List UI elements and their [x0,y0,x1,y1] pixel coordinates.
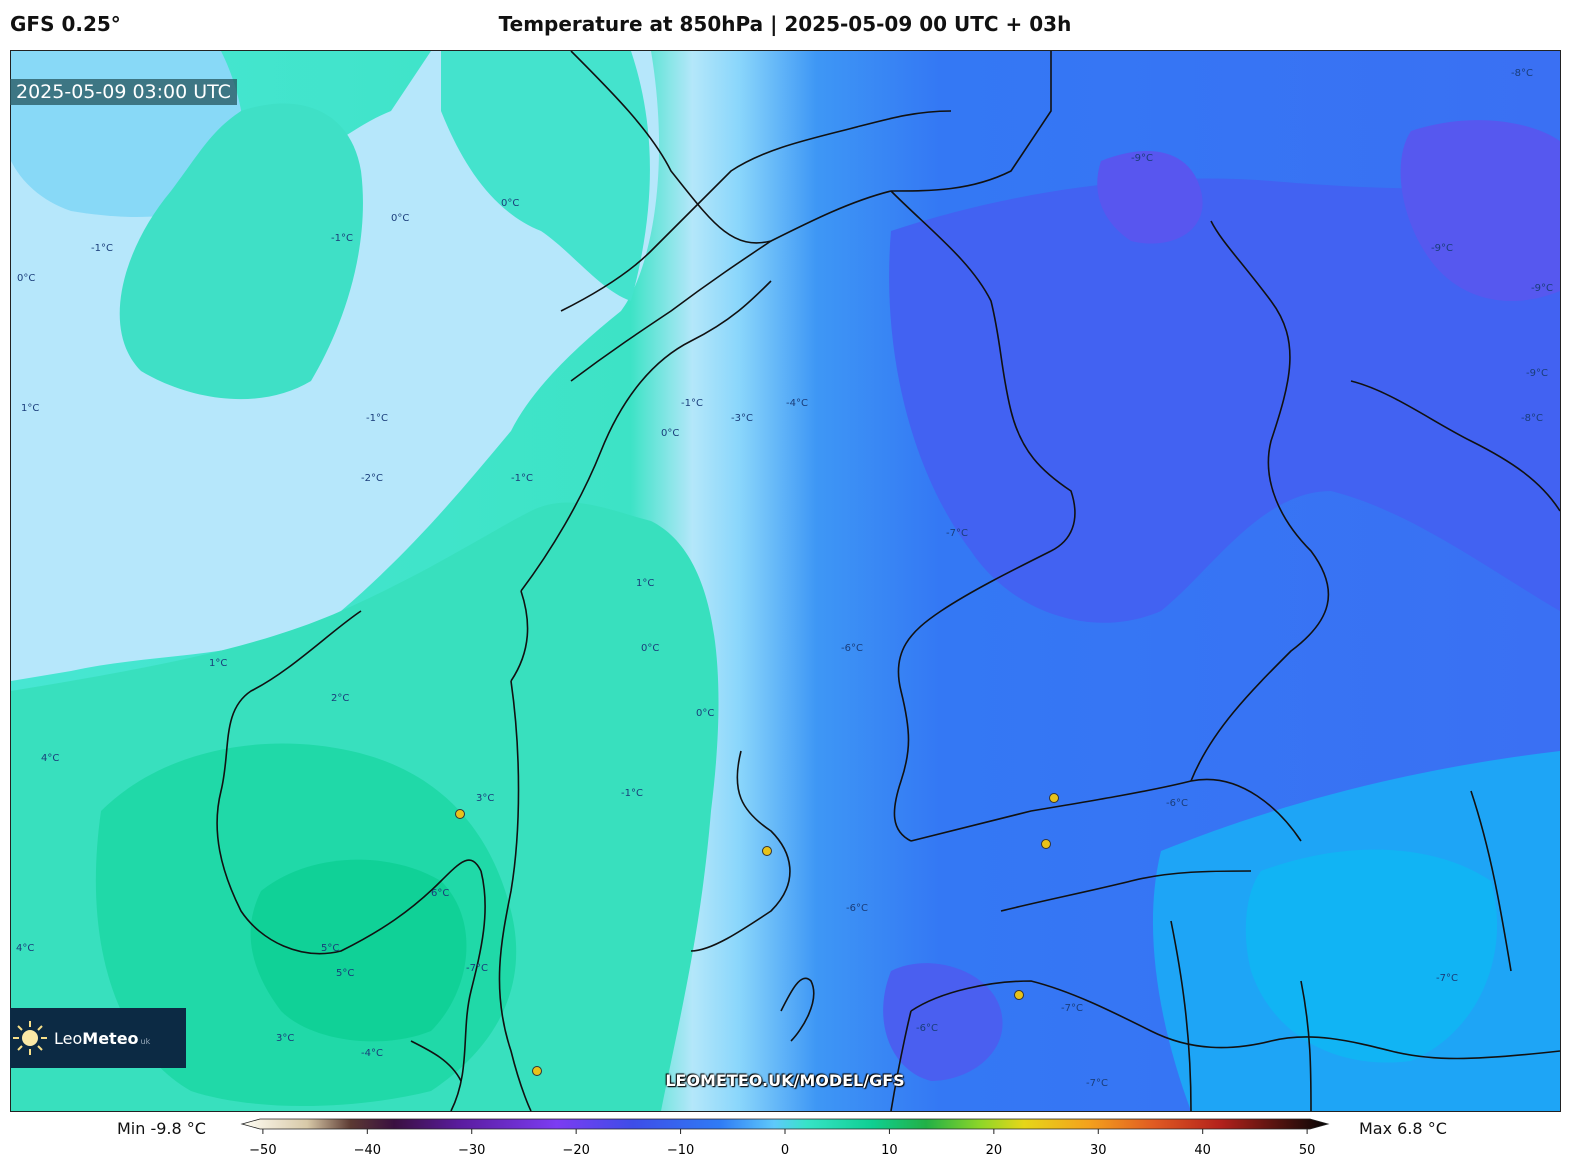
contour-label: -6°C [1166,798,1188,809]
contour-label: -4°C [786,398,808,409]
contour-label: 0°C [641,643,659,654]
contour-label: -1°C [366,413,388,424]
coastlines [216,51,1560,1111]
contour-label: -3°C [731,413,753,424]
contour-label: 0°C [501,198,519,209]
colorbar-tick-label: −50 [249,1143,276,1158]
contour-label: 3°C [276,1033,294,1044]
contour-label: -9°C [1531,283,1553,294]
contour-label: -8°C [1521,413,1543,424]
logo-text: LeoMeteo [54,1028,139,1048]
city-marker [1041,839,1051,849]
contour-label: 1°C [636,578,654,589]
leometeo-logo: LeoMeteo uk [10,1008,186,1068]
coldest-spot-2 [1400,120,1560,301]
city-markers [455,793,1059,1076]
source-watermark: LEOMETEO.UK/MODEL/GFS [665,1071,905,1090]
contour-label: -1°C [511,473,533,484]
contour-label: 5°C [336,968,354,979]
warm-patch-north [119,103,363,400]
contour-label: -6°C [841,643,863,654]
city-marker [1014,990,1024,1000]
warm-zone-north [441,51,650,301]
cool-patch-se [1245,849,1498,1063]
model-label: GFS 0.25° [10,12,121,36]
contour-label: -7°C [1436,973,1458,984]
contour-label: 1°C [21,403,39,414]
colorbar-tick-label: 30 [1090,1143,1107,1158]
colorbar-tick-label: 40 [1194,1143,1211,1158]
contour-label: 0°C [17,273,35,284]
contour-label: -2°C [361,473,383,484]
colorbar-tick-label: 0 [781,1143,789,1158]
city-marker [455,809,465,819]
contour-label: -9°C [1431,243,1453,254]
contour-label: 2°C [331,693,349,704]
colorbar-tick-label: −40 [354,1143,381,1158]
contour-label: -8°C [1511,68,1533,79]
valid-time-badge: 2025-05-09 03:00 UTC [10,79,237,105]
colorbar-tick-label: 10 [881,1143,898,1158]
contour-label: -6°C [846,903,868,914]
colorbar-tick-label: −30 [458,1143,485,1158]
contour-label: -9°C [1526,368,1548,379]
contour-labels: -8°C -9°C -9°C -9°C -9°C -8°C 0°C -1°C 0… [16,68,1553,1089]
contour-label: 0°C [696,708,714,719]
contour-label: -1°C [621,788,643,799]
colorbar-gradient [240,1118,1330,1130]
temperature-colorbar: −50 −40 −30 −20 −10 0 10 20 30 40 50 [240,1118,1330,1158]
contour-label: -7°C [466,963,488,974]
warmest-center [250,859,467,1042]
contour-label: 0°C [391,213,409,224]
colorbar-tick-label: −10 [667,1143,694,1158]
map-title: Temperature at 850hPa | 2025-05-09 00 UT… [498,12,1072,36]
contour-label: -6°C [916,1023,938,1034]
coldest-spot-1 [1097,151,1203,244]
coldest-spot-3 [883,963,1003,1081]
contour-label: 4°C [16,943,34,954]
contour-label: -7°C [946,528,968,539]
max-value-label: Max 6.8 °C [1359,1119,1447,1138]
city-marker [532,1066,542,1076]
colorbar-ticks: −50 −40 −30 −20 −10 0 10 20 30 40 50 [249,1129,1315,1158]
colorbar-tick-label: 20 [986,1143,1003,1158]
contour-label: 1°C [209,658,227,669]
contour-label: 4°C [41,753,59,764]
contour-label: -4°C [361,1048,383,1059]
contour-label: 3°C [476,793,494,804]
contour-label: -1°C [681,398,703,409]
contour-label: 5°C [321,943,339,954]
logo-suffix: uk [140,1036,151,1046]
city-marker [1049,793,1059,803]
contour-label: -9°C [1131,153,1153,164]
contour-label: 6°C [431,888,449,899]
city-marker [762,846,772,856]
min-value-label: Min -9.8 °C [117,1119,206,1138]
cold-zone-north [889,178,1560,623]
colorbar-tick-label: −20 [562,1143,589,1158]
colorbar-tick-label: 50 [1299,1143,1316,1158]
temperature-field: -8°C -9°C -9°C -9°C -9°C -8°C 0°C -1°C 0… [11,51,1560,1111]
contour-label: -1°C [91,243,113,254]
temperature-map: -8°C -9°C -9°C -9°C -9°C -8°C 0°C -1°C 0… [10,50,1561,1112]
sun-icon [13,1021,47,1055]
contour-label: -7°C [1061,1003,1083,1014]
contour-label: 0°C [661,428,679,439]
contour-label: -1°C [331,233,353,244]
contour-label: -7°C [1086,1078,1108,1089]
